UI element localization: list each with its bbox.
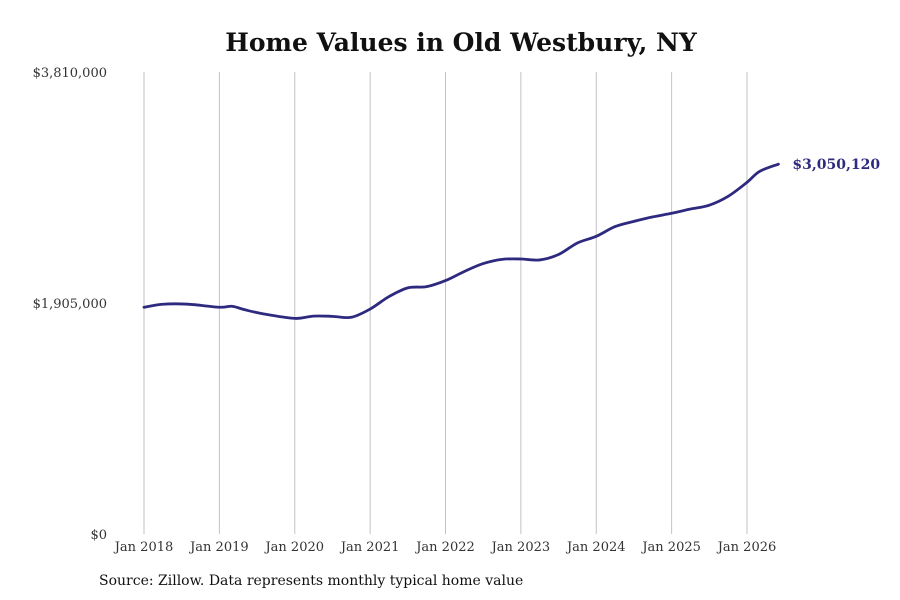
series-point [161, 303, 165, 306]
series-point [312, 314, 315, 318]
x-tick-label: Jan 2026 [716, 540, 777, 555]
series-point [230, 305, 234, 308]
y-axis-tick-labels: $0 $1,905,000 $3,810,000 [33, 66, 107, 543]
series-point [670, 212, 673, 215]
y-tick-label: $0 [90, 528, 107, 543]
x-tick-label: Jan 2024 [565, 540, 626, 555]
series-point [406, 286, 410, 290]
series-line [142, 162, 780, 320]
series-point [758, 170, 761, 173]
series-point [632, 220, 636, 223]
series-point [595, 235, 598, 238]
x-tick-label: Jan 2025 [640, 540, 701, 555]
series-point [500, 258, 504, 261]
grid-lines [143, 72, 748, 534]
series-point [481, 262, 485, 265]
series-point [557, 253, 560, 256]
series-point [463, 270, 466, 273]
series-point [186, 303, 190, 306]
series-point [689, 207, 692, 211]
y-tick-label: $3,810,000 [33, 66, 107, 81]
x-tick-label: Jan 2022 [414, 540, 475, 555]
series-point [444, 279, 447, 282]
series-point [262, 312, 265, 316]
series-point [519, 257, 523, 261]
series-point [387, 295, 391, 298]
series-point [243, 308, 246, 311]
x-tick-label: Jan 2018 [113, 540, 174, 555]
series-point [651, 215, 654, 219]
annotations: $3,050,120 [792, 157, 880, 173]
chart-title: Home Values in Old Westbury, NY [225, 28, 697, 57]
series-point [331, 315, 334, 318]
x-axis-tick-labels: Jan 2018 Jan 2019 Jan 2020 Jan 2021 Jan 2022… [113, 540, 777, 555]
series-point [613, 225, 617, 228]
x-tick-label: Jan 2023 [490, 540, 551, 555]
x-tick-label: Jan 2019 [188, 540, 249, 555]
series-point [538, 258, 541, 262]
series-point [425, 285, 428, 288]
end-value-label: $3,050,120 [792, 157, 880, 173]
x-tick-label: Jan 2020 [263, 540, 324, 555]
series-point [708, 203, 711, 207]
source-note: Source: Zillow. Data represents monthly … [99, 573, 524, 589]
series-point [142, 306, 146, 309]
series-point [576, 241, 579, 245]
series-point [293, 317, 296, 320]
series-point [745, 181, 749, 184]
y-tick-label: $1,905,000 [33, 297, 107, 312]
series-point [368, 307, 372, 311]
series-point [350, 316, 353, 319]
x-tick-label: Jan 2021 [339, 540, 400, 555]
series-lines [142, 162, 780, 320]
series-point [218, 306, 221, 309]
series-point [726, 195, 730, 198]
series-point [777, 162, 780, 166]
